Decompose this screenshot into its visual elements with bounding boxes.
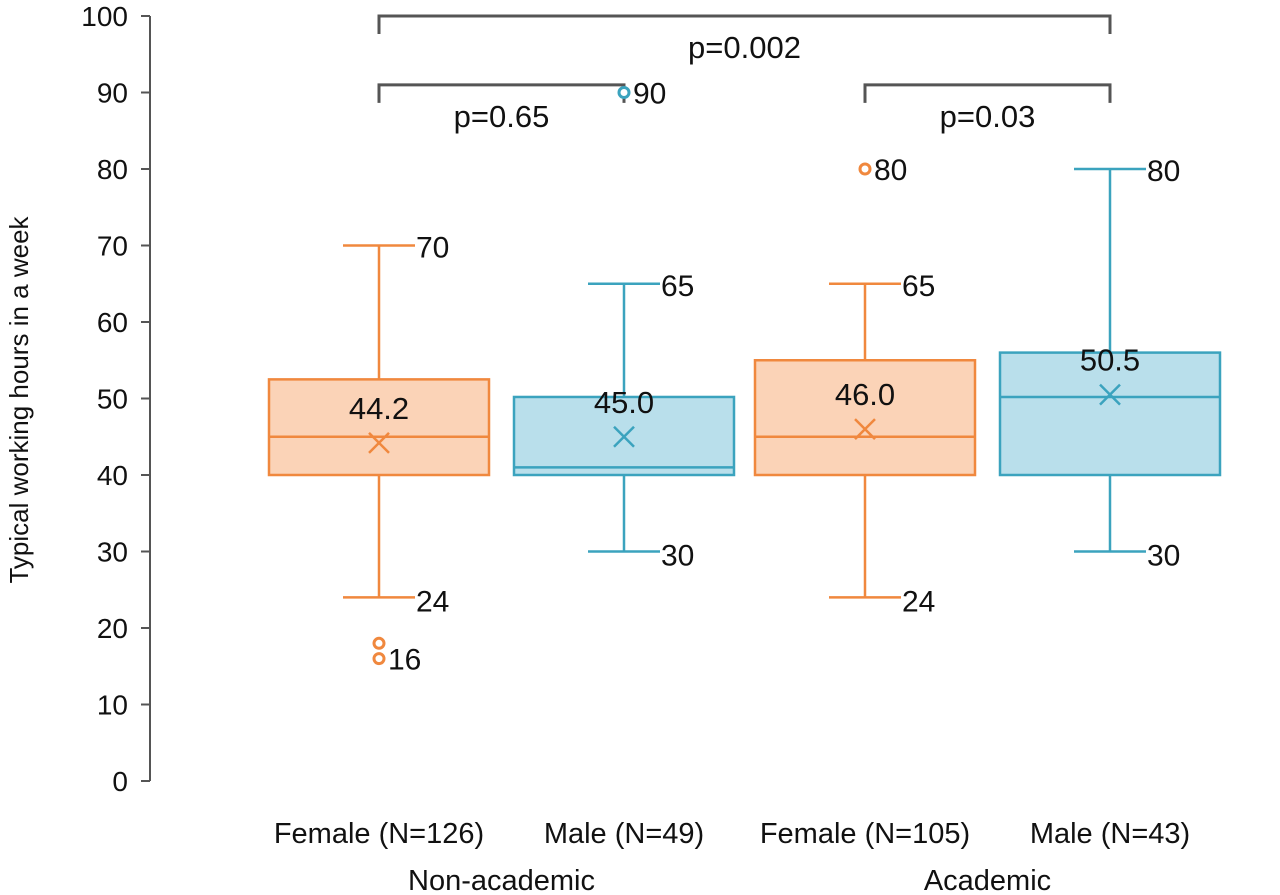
category-label: Female (N=105): [760, 818, 970, 850]
box-female-non-academic: 44.2 70 24 16: [267, 232, 491, 677]
y-tick-label: 70: [97, 231, 128, 262]
iqr-box: [512, 395, 736, 477]
y-tick-label: 100: [81, 1, 128, 32]
y-tick-label: 20: [97, 613, 128, 644]
y-tick-label: 40: [97, 460, 128, 491]
iqr-box: [998, 351, 1222, 477]
y-tick-label: 90: [97, 78, 128, 109]
mean-label: 46.0: [835, 377, 895, 412]
max-label: 70: [416, 232, 449, 265]
mean-label: 50.5: [1080, 343, 1140, 378]
outlier-point: [372, 652, 386, 666]
p-value-label: p=0.65: [454, 99, 550, 134]
y-tick-label: 60: [97, 307, 128, 338]
box-male-academic: 50.5 80 30: [998, 155, 1222, 573]
category-label: Male (N=43): [1030, 818, 1190, 850]
significance-bracket: p=0.65: [377, 83, 626, 134]
min-label: 24: [902, 585, 935, 618]
y-tick-label: 30: [97, 537, 128, 568]
outlier-label: 90: [633, 78, 666, 111]
min-label: 30: [1147, 540, 1180, 573]
p-value-label: p=0.002: [688, 30, 801, 65]
box-female-academic: 46.0 65 24 80: [753, 154, 977, 618]
category-label: Male (N=49): [544, 818, 704, 850]
y-axis-label: Typical working hours in a week: [4, 215, 34, 583]
group-label: Non-academic: [408, 865, 595, 895]
category-label: Female (N=126): [274, 818, 484, 850]
box-male-non-academic: 45.0 65 30 90: [512, 78, 736, 573]
x-axis-labels: Female (N=126) Male (N=49) Non-academic Fem…: [274, 818, 1190, 895]
iqr-box: [267, 378, 491, 477]
mean-marker: [854, 418, 876, 440]
min-label: 24: [416, 585, 449, 618]
y-axis: 0 10 20 30 40 50 60 70 80 90 100: [81, 1, 151, 797]
iqr-box: [753, 359, 977, 477]
bracket-line: [863, 83, 1112, 103]
outlier-point: [372, 636, 386, 650]
outlier-point: [617, 86, 631, 99]
min-label: 30: [661, 540, 694, 573]
bracket-line: [377, 14, 1112, 34]
p-value-label: p=0.03: [940, 99, 1036, 134]
boxes: 44.2 70 24 16 45.0 65 30 90 46.0 65 24 80 50.5 80 30: [267, 78, 1222, 677]
significance-bracket: p=0.002: [377, 14, 1112, 65]
mean-label: 44.2: [349, 391, 409, 426]
group-label: Academic: [924, 865, 1051, 895]
outlier-label: 80: [874, 154, 907, 187]
mean-marker: [368, 431, 390, 454]
max-label: 80: [1147, 155, 1180, 188]
mean-marker: [1099, 383, 1121, 406]
outlier-point: [858, 162, 872, 176]
significance-bracket: p=0.03: [863, 83, 1112, 134]
outlier-label: 16: [388, 644, 421, 677]
max-label: 65: [902, 270, 935, 303]
y-tick-label: 0: [112, 766, 128, 797]
mean-label: 45.0: [594, 385, 654, 420]
y-tick-label: 10: [97, 690, 128, 721]
y-tick-label: 50: [97, 384, 128, 415]
significance-brackets: p=0.002 p=0.65 p=0.03: [377, 14, 1112, 134]
y-tick-label: 80: [97, 154, 128, 185]
mean-marker: [613, 425, 635, 448]
max-label: 65: [661, 270, 694, 303]
